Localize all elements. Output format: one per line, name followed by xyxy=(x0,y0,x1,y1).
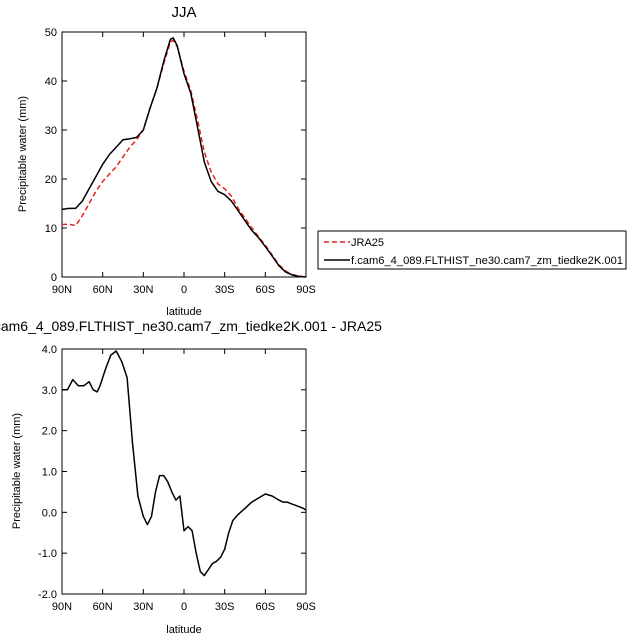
top-x-ticks: 90N 60N 30N 0 30S 60S 90S xyxy=(52,32,316,296)
bottom-chart-title: f.cam6_4_089.FLTHIST_ne30.cam7_zm_tiedke… xyxy=(0,318,382,334)
x-tick-label: 30N xyxy=(133,601,153,613)
legend-label-jra25: JRA25 xyxy=(351,237,384,249)
legend-label-model: f.cam6_4_089.FLTHIST_ne30.cam7_zm_tiedke… xyxy=(351,255,623,267)
y-tick-label: 4.0 xyxy=(42,344,57,356)
x-tick-label: 90N xyxy=(52,284,72,296)
y-tick-label: 20 xyxy=(45,174,57,186)
y-tick-label: 30 xyxy=(45,125,57,137)
bottom-x-axis-label: latitude xyxy=(166,624,201,636)
y-tick-label: 3.0 xyxy=(42,385,57,397)
top-y-axis-label: Precipitable water (mm) xyxy=(17,96,29,212)
y-tick-label: 10 xyxy=(45,223,57,235)
bottom-chart: f.cam6_4_089.FLTHIST_ne30.cam7_zm_tiedke… xyxy=(0,318,382,636)
top-y-ticks: 0 10 20 30 40 50 xyxy=(45,27,306,284)
bottom-y-axis-label: Precipitable water (mm) xyxy=(11,413,23,529)
y-tick-label: 0.0 xyxy=(42,507,57,519)
x-tick-label: 0 xyxy=(181,284,187,296)
bottom-x-ticks: 90N 60N 30N 0 30S 60S 90S xyxy=(52,349,316,613)
y-tick-label: -2.0 xyxy=(38,589,57,601)
x-tick-label: 60S xyxy=(256,601,276,613)
top-chart-title: JJA xyxy=(171,4,196,21)
series-line-model xyxy=(61,37,307,278)
x-tick-label: 30S xyxy=(215,601,235,613)
x-tick-label: 0 xyxy=(181,601,187,613)
y-tick-label: 2.0 xyxy=(42,426,57,438)
x-tick-label: 90S xyxy=(296,601,316,613)
legend: JRA25 f.cam6_4_089.FLTHIST_ne30.cam7_zm_… xyxy=(317,230,627,270)
x-tick-label: 30N xyxy=(133,284,153,296)
legend-box xyxy=(317,230,627,270)
x-tick-label: 60S xyxy=(256,284,276,296)
x-tick-label: 30S xyxy=(215,284,235,296)
bottom-y-ticks: -2.0 -1.0 0.0 1.0 2.0 3.0 4.0 xyxy=(38,344,306,601)
series-line-jra25 xyxy=(61,39,307,278)
top-series xyxy=(61,37,307,278)
y-tick-label: 50 xyxy=(45,27,57,39)
x-tick-label: 90S xyxy=(296,284,316,296)
x-tick-label: 60N xyxy=(93,601,113,613)
x-tick-label: 90N xyxy=(52,601,72,613)
x-tick-label: 60N xyxy=(93,284,113,296)
top-chart: JJA 0 10 20 30 40 50 90N 60N 30N 0 30S 60S 90S Prec… xyxy=(17,4,316,318)
y-tick-label: 0 xyxy=(51,272,57,284)
bottom-plot-frame xyxy=(61,348,307,595)
y-tick-label: 40 xyxy=(45,76,57,88)
bottom-series xyxy=(62,350,307,577)
y-tick-label: 1.0 xyxy=(42,467,57,479)
series-line-difference xyxy=(62,350,307,577)
top-x-axis-label: latitude xyxy=(166,306,201,318)
y-tick-label: -1.0 xyxy=(38,548,57,560)
